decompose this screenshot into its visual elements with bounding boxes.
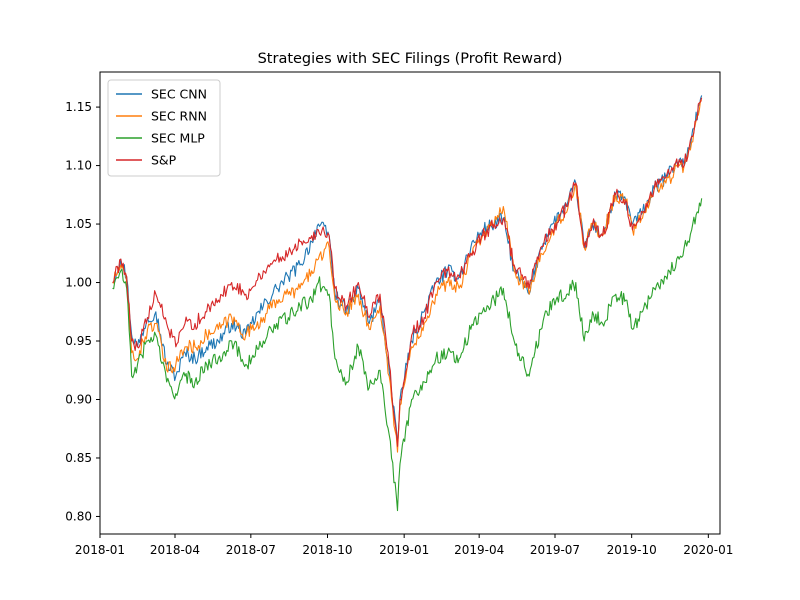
y-tick-label: 1.10 (65, 159, 92, 173)
legend-item: SEC MLP (116, 131, 205, 146)
series-sec-mlp (112, 198, 703, 512)
x-tick-label: 2019-07 (530, 543, 580, 557)
legend-item: SEC CNN (116, 87, 207, 102)
x-tick-label: 2020-01 (683, 543, 733, 557)
legend-label: SEC CNN (151, 87, 207, 102)
series-line (112, 198, 703, 512)
x-tick-label: 2019-04 (454, 543, 504, 557)
legend-box (107, 79, 221, 177)
y-tick-label: 0.90 (65, 392, 92, 406)
legend: SEC CNN SEC RNN SEC MLP S&P (107, 79, 221, 177)
series-s-p (112, 97, 703, 447)
y-tick-label: 0.85 (65, 451, 92, 465)
plot-frame (99, 71, 721, 535)
legend-label: S&P (151, 153, 177, 168)
x-tick-label: 2018-01 (75, 543, 125, 557)
y-tick-label: 1.15 (65, 100, 92, 114)
legend-label: SEC MLP (151, 131, 205, 146)
y-tick-label: 1.05 (65, 217, 92, 231)
y-axis: 0.80 0.85 0.90 0.95 1.00 1.05 1.10 1.15 (65, 100, 100, 523)
chart-title: Strategies with SEC Filings (Profit Rewa… (258, 51, 563, 67)
y-tick-label: 1.00 (65, 276, 92, 290)
x-tick-label: 2018-04 (150, 543, 200, 557)
y-tick-label: 0.80 (65, 509, 92, 523)
y-tick-label: 0.95 (65, 334, 92, 348)
legend-item: SEC RNN (116, 109, 207, 124)
series-line (112, 97, 703, 447)
legend-label: SEC RNN (151, 109, 207, 124)
legend-item: S&P (116, 153, 177, 168)
x-tick-label: 2019-10 (607, 543, 657, 557)
x-tick-label: 2018-07 (226, 543, 276, 557)
x-tick-label: 2019-01 (379, 543, 429, 557)
x-axis: 2018-01 2018-04 2018-07 2018-10 2019-01 2019-… (75, 534, 733, 557)
series-layer (112, 95, 703, 512)
x-tick-label: 2018-10 (302, 543, 352, 557)
